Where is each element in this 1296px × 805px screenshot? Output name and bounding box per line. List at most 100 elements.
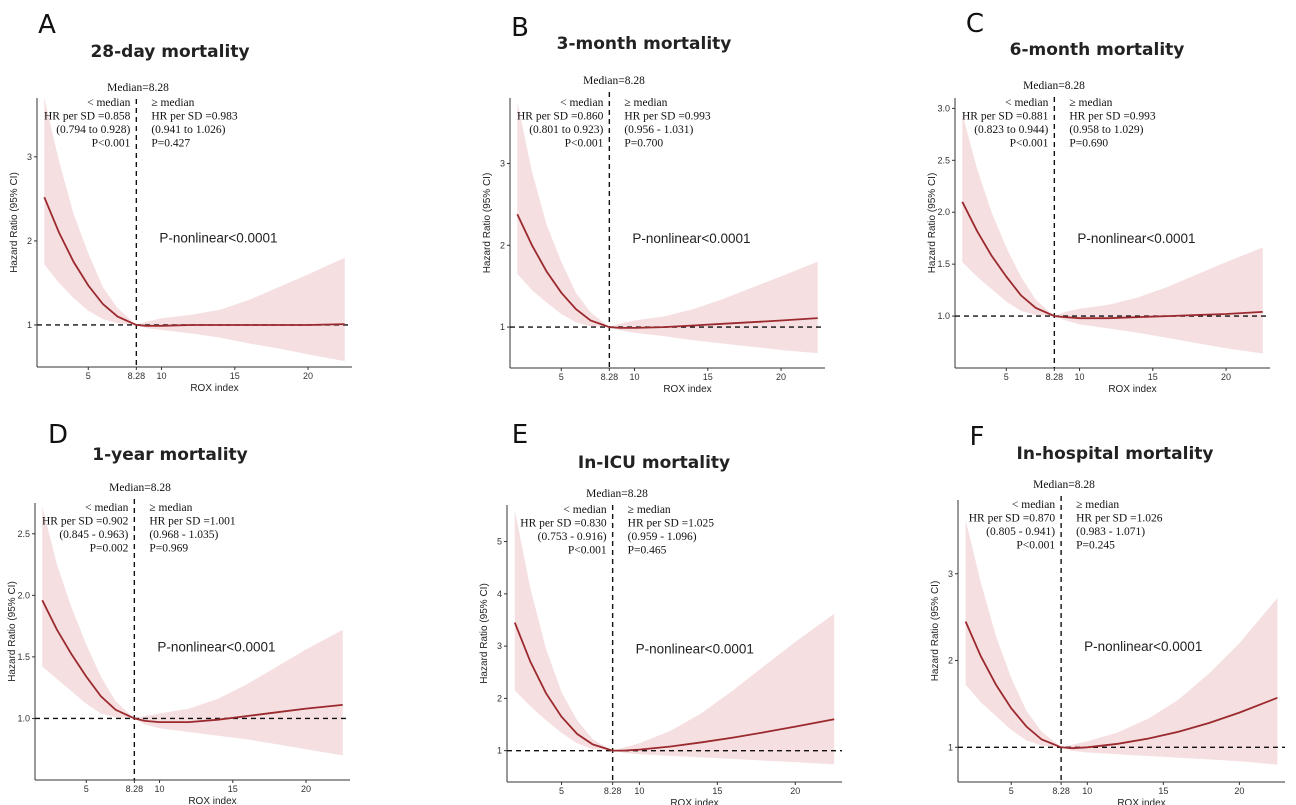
above-median-ci: (0.958 to 1.029) bbox=[1069, 124, 1143, 136]
y-tick-label: 5 bbox=[497, 537, 502, 547]
x-tick-label: 20 bbox=[303, 371, 313, 381]
above-median-hr: HR per SD =1.026 bbox=[1076, 513, 1163, 525]
above-median-hr: HR per SD =0.983 bbox=[151, 111, 238, 123]
below-median-p: P<0.001 bbox=[565, 138, 604, 150]
x-axis-label: ROX index bbox=[188, 796, 236, 805]
above-median-heading: ≥ median bbox=[1069, 97, 1112, 109]
y-tick-label: 3 bbox=[497, 641, 502, 651]
above-median-p: P=0.245 bbox=[1076, 540, 1115, 552]
x-tick-label: 15 bbox=[1158, 786, 1168, 796]
above-median-hr: HR per SD =0.993 bbox=[1069, 111, 1156, 123]
above-median-hr: HR per SD =1.025 bbox=[628, 518, 715, 530]
below-median-heading: < median bbox=[87, 97, 130, 109]
y-tick-label: 4 bbox=[497, 589, 502, 599]
x-axis-label: ROX index bbox=[1108, 384, 1156, 395]
median-tick-label: 8.28 bbox=[1046, 372, 1064, 382]
x-tick-label: 20 bbox=[790, 786, 800, 796]
y-tick-label: 1.0 bbox=[937, 311, 950, 321]
median-tick-label: 8.28 bbox=[1052, 786, 1070, 796]
median-label: Median=8.28 bbox=[586, 488, 648, 500]
median-label: Median=8.28 bbox=[1033, 479, 1095, 491]
y-tick-label: 2.5 bbox=[17, 529, 30, 539]
above-median-hr: HR per SD =1.001 bbox=[149, 516, 236, 528]
y-tick-label: 3 bbox=[500, 158, 505, 168]
y-axis-label: Hazard Ratio (95% CI) bbox=[9, 172, 20, 273]
median-label: Median=8.28 bbox=[109, 482, 171, 494]
x-tick-label: 10 bbox=[1082, 786, 1092, 796]
below-median-ci: (0.805 - 0.941) bbox=[986, 526, 1055, 538]
below-median-ci: (0.801 to 0.923) bbox=[529, 124, 603, 136]
above-median-p: P=0.465 bbox=[628, 545, 667, 557]
x-tick-label: 15 bbox=[712, 786, 722, 796]
x-tick-label: 10 bbox=[630, 372, 640, 382]
x-tick-label: 20 bbox=[1234, 786, 1244, 796]
x-tick-label: 5 bbox=[84, 784, 89, 794]
below-median-heading: < median bbox=[85, 502, 128, 514]
below-median-hr: HR per SD =0.881 bbox=[962, 111, 1049, 123]
x-tick-label: 5 bbox=[1004, 372, 1009, 382]
below-median-hr: HR per SD =0.860 bbox=[517, 111, 604, 123]
below-median-ci: (0.753 - 0.916) bbox=[538, 531, 607, 543]
x-tick-label: 15 bbox=[228, 784, 238, 794]
median-tick-label: 8.28 bbox=[126, 784, 144, 794]
below-median-heading: < median bbox=[1005, 97, 1048, 109]
below-median-ci: (0.823 to 0.944) bbox=[974, 124, 1048, 136]
below-median-hr: HR per SD =0.830 bbox=[520, 518, 607, 530]
above-median-ci: (0.983 - 1.071) bbox=[1076, 526, 1145, 538]
x-axis-label: ROX index bbox=[670, 798, 718, 805]
p-nonlinear-label: P-nonlinear<0.0001 bbox=[1077, 231, 1195, 246]
x-tick-label: 10 bbox=[155, 784, 165, 794]
hr-line bbox=[41, 599, 343, 723]
above-median-heading: ≥ median bbox=[624, 97, 667, 109]
panel-letter: F bbox=[970, 422, 985, 452]
median-label: Median=8.28 bbox=[1023, 80, 1085, 92]
above-median-heading: ≥ median bbox=[149, 502, 192, 514]
below-median-hr: HR per SD =0.858 bbox=[44, 111, 131, 123]
below-median-heading: < median bbox=[563, 504, 606, 516]
ci-band bbox=[514, 510, 835, 765]
above-median-heading: ≥ median bbox=[151, 97, 194, 109]
median-label: Median=8.28 bbox=[107, 82, 169, 94]
p-nonlinear-label: P-nonlinear<0.0001 bbox=[1084, 639, 1202, 654]
x-tick-label: 20 bbox=[301, 784, 311, 794]
panel-f: F In-hospital mortality Median=8.28 5 10 15 20… bbox=[930, 422, 1285, 805]
panel-letter: C bbox=[966, 9, 984, 39]
above-median-heading: ≥ median bbox=[1076, 499, 1119, 511]
panel-title: In-hospital mortality bbox=[1017, 444, 1214, 464]
hr-line bbox=[516, 213, 818, 329]
below-median-heading: < median bbox=[1012, 499, 1055, 511]
above-median-ci: (0.956 - 1.031) bbox=[624, 124, 693, 136]
x-axis-label: ROX index bbox=[1117, 798, 1165, 805]
y-tick-label: 2.0 bbox=[937, 207, 950, 217]
ci-band bbox=[42, 506, 343, 756]
above-median-p: P=0.700 bbox=[624, 138, 663, 150]
below-median-heading: < median bbox=[560, 97, 603, 109]
y-tick-label: 1.0 bbox=[17, 713, 30, 723]
y-tick-label: 3 bbox=[27, 152, 32, 162]
panel-title: 3-month mortality bbox=[557, 34, 732, 54]
above-median-hr: HR per SD =0.993 bbox=[624, 111, 711, 123]
y-tick-label: 2 bbox=[497, 693, 502, 703]
median-tick-label: 8.28 bbox=[601, 372, 619, 382]
x-tick-label: 20 bbox=[776, 372, 786, 382]
x-axis-label: ROX index bbox=[190, 383, 238, 394]
above-median-p: P=0.690 bbox=[1069, 138, 1108, 150]
p-nonlinear-label: P-nonlinear<0.0001 bbox=[632, 231, 750, 246]
above-median-ci: (0.968 - 1.035) bbox=[149, 529, 218, 541]
above-median-ci: (0.941 to 1.026) bbox=[151, 124, 225, 136]
y-tick-label: 1 bbox=[500, 322, 505, 332]
x-tick-label: 10 bbox=[1075, 372, 1085, 382]
below-median-ci: (0.794 to 0.928) bbox=[56, 124, 130, 136]
below-median-ci: (0.845 - 0.963) bbox=[59, 529, 128, 541]
median-tick-label: 8.28 bbox=[604, 786, 622, 796]
above-median-ci: (0.959 - 1.096) bbox=[628, 531, 697, 543]
ci-band bbox=[44, 98, 345, 362]
x-tick-label: 15 bbox=[230, 371, 240, 381]
panel-letter: E bbox=[512, 420, 528, 450]
y-tick-label: 2.0 bbox=[17, 590, 30, 600]
above-median-heading: ≥ median bbox=[628, 504, 671, 516]
y-tick-label: 3.0 bbox=[937, 103, 950, 113]
below-median-p: P<0.001 bbox=[568, 545, 607, 557]
